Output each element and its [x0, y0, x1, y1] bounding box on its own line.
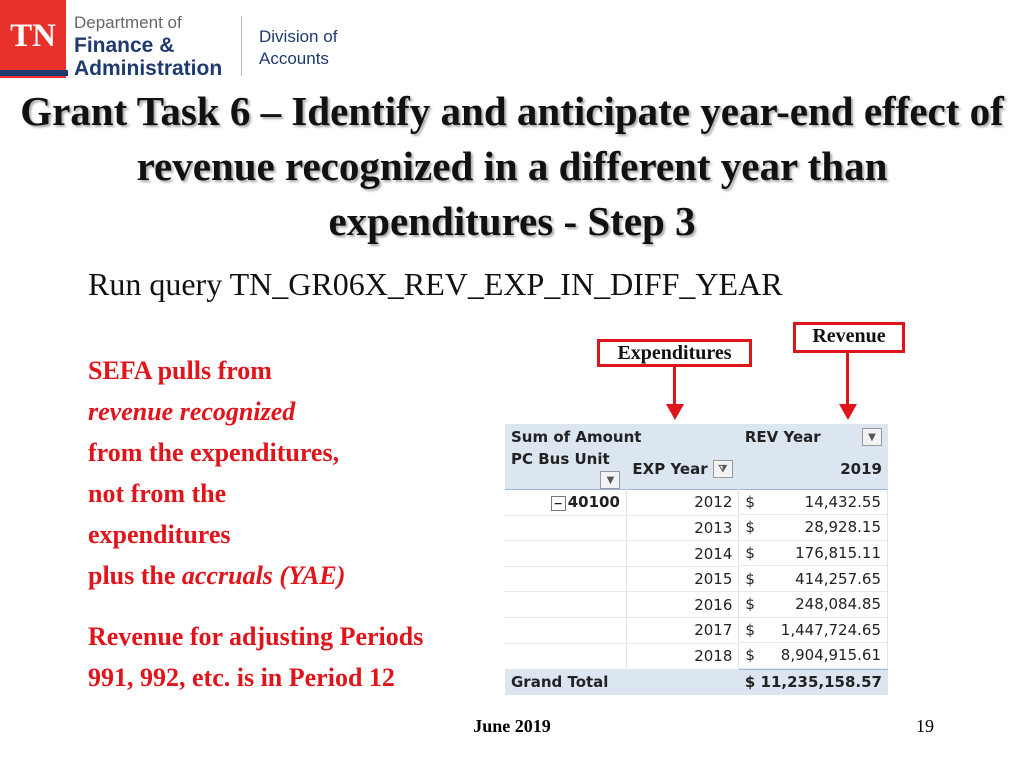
revenue-arrowhead — [839, 404, 857, 420]
expenditures-callout: Expenditures — [597, 339, 752, 367]
bus-unit-cell — [505, 617, 627, 644]
rev-year-label: REV Year — [744, 427, 821, 446]
amount-cell: $28,928.15 — [739, 515, 888, 541]
currency-symbol: $ — [745, 595, 755, 614]
exp-year-filter-icon[interactable]: ⧩ — [712, 460, 733, 479]
note-line: not from the — [88, 479, 227, 508]
note-line: from the expenditures, — [88, 438, 340, 467]
revenue-arrow — [846, 353, 849, 407]
page-number: 19 — [916, 716, 934, 736]
currency-symbol: $ — [745, 492, 755, 511]
currency-symbol: $ — [745, 518, 755, 537]
exp-year-cell: 2015 — [626, 566, 740, 593]
exp-year-cell: 2014 — [626, 540, 740, 567]
amount-cell: $1,447,724.65 — [739, 617, 888, 644]
currency-symbol: $ — [745, 544, 755, 563]
amount-value: 14,432.55 — [804, 492, 881, 511]
amount-cell: $248,084.85 — [739, 591, 888, 618]
bus-unit-cell — [505, 566, 627, 593]
expenditures-arrow — [673, 367, 676, 407]
exp-year-cell: 2012 — [626, 489, 740, 516]
exp-year-cell: 2017 — [626, 617, 740, 644]
table-row: 2013 $28,928.15 — [505, 515, 888, 542]
logo-line2: Finance & — [74, 34, 175, 57]
amount-cell: $8,904,915.61 — [739, 643, 888, 669]
currency-symbol: $ — [745, 620, 755, 639]
logo-line1: Department of — [74, 13, 182, 32]
amount-cell: $414,257.65 — [739, 566, 888, 592]
note-line: expenditures — [88, 520, 231, 549]
exp-year-label: EXP Year — [632, 459, 708, 478]
division-line2: Accounts — [259, 49, 329, 68]
note-line: plus the accruals (YAE) — [88, 561, 345, 591]
revenue-callout: Revenue — [793, 322, 905, 353]
exp-year-cell: 2018 — [626, 643, 740, 670]
slide-title: Grant Task 6 – Identify and anticipate y… — [20, 88, 1004, 244]
table-row: −40100 2012 $14,432.55 — [505, 489, 888, 516]
query-instruction: Run query TN_GR06X_REV_EXP_IN_DIFF_YEAR — [88, 266, 783, 302]
note-accruals: accruals (YAE) — [181, 561, 346, 590]
bus-unit-cell — [505, 515, 627, 542]
bus-unit-cell — [505, 643, 627, 670]
amount-value: 176,815.11 — [795, 544, 881, 563]
logo-line3: Administration — [74, 57, 223, 80]
bus-unit-label: PC Bus Unit — [511, 449, 610, 468]
amount-value: 8,904,915.61 — [780, 646, 881, 665]
collapse-icon[interactable]: − — [550, 496, 566, 512]
grand-total-label: Grand Total — [511, 673, 609, 692]
footer-date: June 2019 — [473, 716, 551, 736]
table-row: 2017 $1,447,724.65 — [505, 617, 888, 644]
amount-cell: $14,432.55 — [739, 489, 888, 516]
note-line: 991, 992, etc. is in Period 12 — [88, 663, 395, 692]
expenditures-arrowhead — [666, 404, 684, 420]
rev-year-dropdown-icon[interactable]: ▼ — [862, 427, 882, 446]
tn-logo-mark: TN — [0, 0, 66, 78]
amount-value: 28,928.15 — [804, 518, 881, 537]
note-line: SEFA pulls from — [88, 356, 272, 385]
amount-value: 248,084.85 — [795, 595, 881, 614]
logo-divider — [241, 16, 242, 76]
note-line: revenue recognized — [88, 397, 296, 426]
grand-total-value: $ 11,235,158.57 — [744, 673, 882, 692]
currency-symbol: $ — [745, 646, 755, 665]
bus-unit-cell: −40100 — [505, 489, 627, 516]
bus-unit-cell — [505, 591, 627, 619]
bus-unit-dropdown-icon[interactable]: ▼ — [600, 470, 621, 489]
note-line: Revenue for adjusting Periods — [88, 622, 424, 651]
table-row: 2014 $176,815.11 — [505, 540, 888, 567]
amount-cell: $176,815.11 — [739, 540, 888, 567]
bus-unit-cell — [505, 540, 627, 567]
pivot-table: Sum of Amount REV Year ▼ PC Bus Unit ▼ EX… — [505, 424, 888, 695]
logo-bar — [0, 70, 68, 76]
table-row: 2018 $8,904,915.61 — [505, 643, 888, 670]
rev-year-value: 2019 — [840, 460, 882, 479]
note-text: plus the — [88, 561, 182, 590]
table-row: 2015 $414,257.65 — [505, 566, 888, 593]
bus-unit-value: 40100 — [567, 493, 620, 512]
amount-value: 414,257.65 — [795, 569, 881, 588]
currency-symbol: $ — [745, 569, 755, 588]
amount-value: 1,447,724.65 — [780, 620, 881, 639]
sum-of-amount-label: Sum of Amount — [511, 427, 642, 446]
exp-year-cell: 2013 — [626, 515, 740, 542]
table-row: 2016 $248,084.85 — [505, 591, 888, 619]
logo-mark-text: TN — [10, 17, 56, 54]
division-line1: Division of — [259, 27, 338, 46]
exp-year-cell: 2016 — [626, 591, 740, 619]
